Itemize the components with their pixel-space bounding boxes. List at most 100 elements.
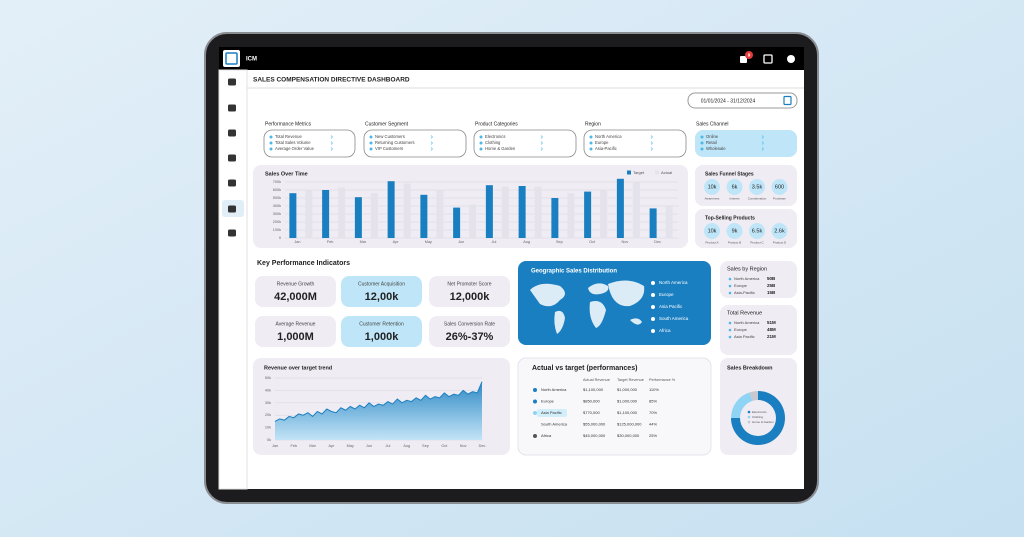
y-tick-label: 40k [265,388,271,392]
stat-label: Product B [728,240,741,244]
filter-label: Product Categories [475,121,518,127]
filter-label: Performance Metrics [265,121,312,127]
table-card [517,357,712,456]
window-icon[interactable] [763,54,773,64]
legend-swatch [747,410,751,414]
date-range: 01/01/2024 - 31/12/2024 [701,98,756,104]
date-picker[interactable] [687,92,798,109]
legend-label: Target [633,170,645,175]
table-cell: $1,000,000 [617,399,638,404]
x-tick-label: Oct [589,240,596,244]
bar [518,186,526,238]
table-cell: $30,000,000 [617,433,640,438]
filter-bullet [269,135,273,139]
bar [403,183,411,238]
stat-value: 6.5k [752,228,763,234]
sidebar-icon[interactable] [228,129,236,137]
filter-bullet [700,147,704,151]
filter-box[interactable] [695,130,797,157]
bar [632,182,640,238]
kpi-label: Customer Retention [359,321,404,327]
filter-bullet [369,135,373,139]
filter-bullet [479,147,483,151]
y-tick-label: 10k [265,426,271,430]
row-dot [533,434,537,438]
table-cell: Asia Pacific [541,410,562,415]
panel-title: Total Revenue [727,310,762,316]
user-icon[interactable] [787,55,795,63]
kpi-value: 42,000M [274,291,317,303]
legend-dot [651,293,655,297]
sidebar-icon[interactable] [228,229,236,237]
kpi-label: Customer Acquisition [358,281,405,287]
legend-label: Europe [659,292,674,297]
card [720,305,797,355]
y-tick-label: 0k [267,438,271,442]
panel-title: Top-Selling Products [705,215,755,221]
stat-value: 10k [708,228,717,234]
kpi-card [341,316,422,347]
donut-segment [749,391,758,401]
filter-bullet [269,147,273,151]
kpi-label: Revenue Growth [277,281,315,287]
area-line [274,381,483,422]
kpi-card [255,316,336,347]
kpi-card [429,276,510,307]
sidebar-icon[interactable] [228,104,236,112]
row-name: North America [734,276,760,281]
filter-box[interactable] [583,129,687,158]
kpi-value: 12,000k [450,291,491,303]
table-cell: $1,100,000 [617,410,638,415]
x-tick-label: Oct [441,444,448,448]
table-cell: 85% [649,399,657,404]
sidebar-icon[interactable] [228,179,236,187]
legend-dot [651,281,655,285]
x-tick-label: Jan [294,240,300,244]
logo-mark [225,52,238,65]
stat-value: 9k [732,228,738,234]
row-bullet [728,335,732,339]
row-highlight [537,409,567,417]
filter-chevron [430,147,433,151]
row-bullet [728,284,732,288]
filter-chevron [330,141,333,145]
row-dot [533,399,537,404]
x-tick-label: Dec [654,240,661,244]
legend-label: Asia Pacific [659,304,683,309]
filter-label: Sales Channel [696,121,729,127]
filter-chevron [540,147,543,151]
bar [436,190,444,238]
filter-item: Returning Customers [375,140,415,145]
bar [387,181,395,238]
sidebar-icon[interactable] [228,154,236,162]
app-name: ICM [246,57,257,63]
sidebar-icon[interactable] [228,78,236,86]
stat-label: Purchase [773,196,786,200]
map-north-america [530,283,565,307]
bar [584,191,592,238]
table-cell: $1,100,000 [583,387,604,392]
x-tick-label: Apr [328,444,335,448]
filter-bullet [369,141,373,145]
kpi-label: Sales Conversion Rate [444,321,495,327]
sidebar-icon[interactable] [228,205,236,213]
filter-box[interactable] [473,129,577,158]
bar [322,190,330,238]
table-cell: North America [541,387,567,392]
x-tick-label: Aug [403,444,410,448]
panel-title: Sales Funnel Stages [705,171,754,177]
filter-label: Customer Segment [365,121,409,127]
bar [649,208,657,238]
kpi-label: Net Promoter Score [447,281,491,287]
table-cell: $770,000 [583,410,600,415]
filter-item: Online [706,134,719,139]
legend-label: Africa [659,328,671,333]
panel-title: Sales by Region [727,266,767,272]
legend-dot [651,329,655,333]
notification-icon[interactable] [740,56,747,63]
donut-segment [731,391,785,445]
filter-box[interactable] [363,129,467,158]
table-cell: $45,000,000 [583,433,606,438]
x-tick-label: Nov [460,444,467,448]
